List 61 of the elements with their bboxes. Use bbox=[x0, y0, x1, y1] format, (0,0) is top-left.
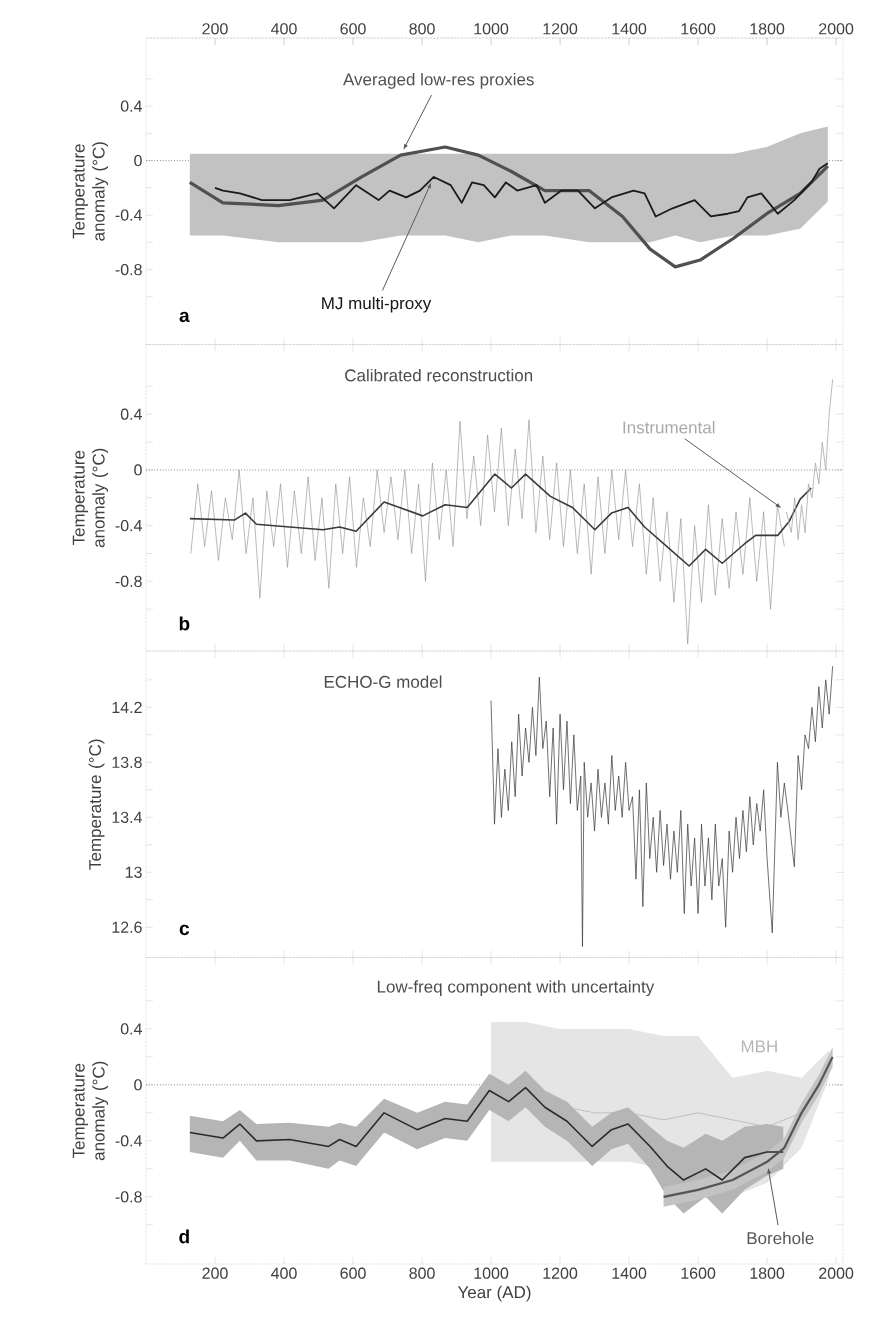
annotation: a bbox=[179, 311, 190, 323]
x2-tick-label: 600 bbox=[340, 23, 366, 35]
text: MBH bbox=[741, 1040, 777, 1053]
y-tick-label: -0.8 bbox=[115, 575, 142, 588]
annotation: b bbox=[179, 616, 190, 631]
line-series bbox=[189, 1086, 785, 1181]
y-axis-title: Temperature anomaly (°C) bbox=[72, 448, 109, 548]
x2-tick-label: 1000 bbox=[474, 23, 509, 35]
x-tick-label: 400 bbox=[271, 1267, 297, 1279]
x-tick-label: 200 bbox=[202, 1267, 228, 1279]
x-tick-label: 1400 bbox=[612, 1267, 647, 1279]
y-tick-label: 0 bbox=[134, 464, 142, 476]
y-tick-label: 0 bbox=[134, 154, 142, 167]
text: MJ multi-proxy bbox=[322, 296, 432, 313]
y-tick-label: 0 bbox=[134, 1079, 142, 1091]
y-tick-label: 13.4 bbox=[112, 811, 142, 823]
y-tick-label: 13 bbox=[125, 866, 142, 878]
y-tick-label: -0.4 bbox=[115, 209, 142, 221]
y-tick-label: 0.4 bbox=[120, 100, 142, 112]
x-tick-label: 1600 bbox=[681, 1267, 716, 1279]
x2-tick-label: 200 bbox=[202, 23, 228, 35]
y-tick-label: 0.4 bbox=[120, 1023, 142, 1035]
y-tick-label: -0.4 bbox=[115, 519, 142, 532]
y-tick-label: 12.6 bbox=[112, 921, 142, 933]
text: ECHO-G model bbox=[324, 675, 442, 688]
text: Calibrated reconstruction bbox=[345, 368, 533, 382]
y-axis-title: Temperature anomaly (°C) bbox=[72, 142, 109, 241]
line-series bbox=[190, 419, 785, 645]
y-tick-label: -0.8 bbox=[115, 263, 142, 276]
x2-tick-label: 400 bbox=[271, 23, 297, 35]
x-axis-title: Year (AD) bbox=[457, 1285, 531, 1302]
x2-tick-label: 2000 bbox=[819, 23, 854, 35]
x2-tick-label: 1800 bbox=[750, 23, 785, 35]
y-tick-label: 0.4 bbox=[120, 408, 142, 420]
line-series bbox=[189, 473, 813, 567]
x2-tick-label: 1200 bbox=[543, 23, 578, 35]
annotation: c bbox=[179, 924, 190, 936]
y-tick-label: 13.8 bbox=[112, 756, 142, 768]
x-tick-label: 2000 bbox=[819, 1267, 854, 1279]
annotation: d bbox=[179, 1229, 189, 1244]
x-tick-label: 1000 bbox=[474, 1267, 509, 1279]
text: Instrumental bbox=[623, 421, 715, 434]
y-axis-title: Temperature (°C) bbox=[88, 739, 105, 870]
x2-tick-label: 800 bbox=[409, 23, 435, 35]
line-series bbox=[188, 145, 830, 269]
y-tick-label: -0.8 bbox=[115, 1191, 142, 1203]
x-tick-label: 1800 bbox=[750, 1267, 785, 1279]
line-series bbox=[214, 162, 829, 218]
y-tick-label: -0.4 bbox=[115, 1135, 142, 1147]
text: Averaged low-res proxies bbox=[343, 73, 534, 89]
y-tick-label: 14.2 bbox=[112, 701, 142, 713]
text: Borehole bbox=[747, 1231, 814, 1245]
x-tick-label: 600 bbox=[340, 1267, 366, 1279]
x2-tick-label: 1400 bbox=[612, 23, 647, 35]
x-tick-label: 1200 bbox=[543, 1267, 578, 1279]
y-axis-title: Temperature anomaly (°C) bbox=[72, 1061, 109, 1161]
line-series bbox=[786, 378, 834, 540]
x2-tick-label: 1600 bbox=[681, 23, 716, 35]
x-tick-label: 800 bbox=[409, 1267, 435, 1279]
line-series bbox=[490, 665, 833, 947]
text: Low-freq component with uncertainty bbox=[377, 980, 655, 997]
